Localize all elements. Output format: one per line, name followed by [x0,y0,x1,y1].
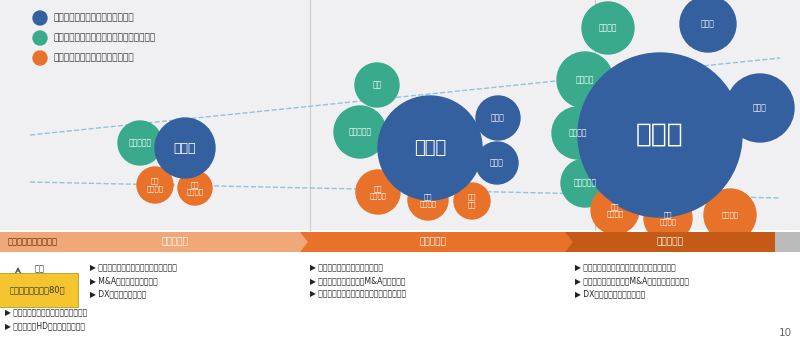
Text: 介護
レンタル: 介護 レンタル [370,185,386,199]
Text: 電材卸: 電材卸 [174,142,196,155]
Circle shape [33,11,47,25]
Text: 初期モデル: 初期モデル [162,237,189,246]
Circle shape [378,96,482,200]
Text: 福祉
用具: 福祉 用具 [468,194,476,208]
Text: ディ
サービス: ディ サービス [186,181,203,195]
Text: 移行: 移行 [35,264,45,273]
FancyBboxPatch shape [0,232,300,252]
Circle shape [155,118,215,178]
Text: 新築工事: 新築工事 [569,128,587,137]
Text: 介護
レンタル: 介護 レンタル [606,203,623,217]
Circle shape [137,167,173,203]
Circle shape [476,142,518,184]
Text: ▶ 会社分割とHD経営体制への移行: ▶ 会社分割とHD経営体制への移行 [5,321,85,330]
Polygon shape [565,232,573,252]
Text: ▶ M&Aターゲットの具体化: ▶ M&Aターゲットの具体化 [90,276,158,285]
Circle shape [644,194,692,242]
Circle shape [552,107,604,159]
Circle shape [355,63,399,107]
Text: 建物のライフサイクル（卸流通）: 建物のライフサイクル（卸流通） [53,13,134,22]
Circle shape [591,186,639,234]
Circle shape [704,189,756,241]
Text: ▶ 既存事業の地域ナンバーワンポジション確立: ▶ 既存事業の地域ナンバーワンポジション確立 [575,263,676,272]
Text: ▶ 事業部改組による独立採算制の強化: ▶ 事業部改組による独立採算制の強化 [5,308,87,317]
Circle shape [454,183,490,219]
Circle shape [578,53,742,217]
Text: 設備卸: 設備卸 [491,113,505,122]
Circle shape [408,180,448,220]
Circle shape [118,121,162,165]
Text: 「イノベーション80」: 「イノベーション80」 [10,285,66,294]
Text: 建物のライフサイクル（工事・サービス）: 建物のライフサイクル（工事・サービス） [53,34,155,43]
Text: ▶ ビジネスパートナー・M&A戦略の推進: ▶ ビジネスパートナー・M&A戦略の推進 [310,276,406,285]
Text: リフォーム: リフォーム [349,127,371,137]
Circle shape [561,159,609,207]
Circle shape [680,0,736,52]
FancyBboxPatch shape [565,232,775,252]
Text: ディ
サービス: ディ サービス [419,193,437,207]
Text: ▶ 既存事業の成長と自立（透明黒字化）: ▶ 既存事業の成長と自立（透明黒字化） [90,263,177,272]
Text: 設備卸: 設備卸 [701,19,715,28]
Text: ▶ 新基幹システムの稼働と営業のデジタル化: ▶ 新基幹システムの稼働と営業のデジタル化 [310,289,406,298]
Text: ディ
サービス: ディ サービス [659,211,677,225]
FancyBboxPatch shape [300,232,565,252]
Text: リフォーム: リフォーム [574,179,597,188]
Text: 10: 10 [779,328,792,338]
Circle shape [557,52,613,108]
Text: 設備工事: 設備工事 [576,75,594,84]
Text: 中間モデル: 中間モデル [419,237,446,246]
Text: 人のライフサイクル（サービス）: 人のライフサイクル（サービス） [53,54,134,63]
Text: ▶ DX推進による生産性の向上: ▶ DX推進による生産性の向上 [575,289,646,298]
Text: ▶ ビジネスパートナー・M&A戦略推進体制の確立: ▶ ビジネスパートナー・M&A戦略推進体制の確立 [575,276,689,285]
Circle shape [334,106,386,158]
Text: 工事: 工事 [372,81,382,90]
Text: 介護
レンタル: 介護 レンタル [146,178,163,192]
Polygon shape [300,232,308,252]
Text: 建材卸: 建材卸 [490,158,504,167]
Circle shape [356,170,400,214]
Text: 電材卸: 電材卸 [636,122,684,148]
Text: ▶ DXビジョンの具体化: ▶ DXビジョンの具体化 [90,289,146,298]
Text: 最終モデル: 最終モデル [657,237,683,246]
Text: ▶ 既存事業のエリア・シェア拡大: ▶ 既存事業のエリア・シェア拡大 [310,263,383,272]
Text: 新規事業: 新規事業 [722,212,738,218]
Circle shape [726,74,794,142]
FancyBboxPatch shape [0,0,800,230]
Text: 設電工事: 設電工事 [598,24,618,33]
Text: 電材卸: 電材卸 [414,139,446,157]
FancyBboxPatch shape [775,232,800,252]
Text: 「ビジョン２０３０」: 「ビジョン２０３０」 [8,237,58,246]
Circle shape [582,2,634,54]
Circle shape [33,31,47,45]
Circle shape [33,51,47,65]
Circle shape [476,96,520,140]
Circle shape [178,171,212,205]
Text: 建材卸: 建材卸 [753,103,767,112]
Text: リフォーム: リフォーム [129,138,151,147]
